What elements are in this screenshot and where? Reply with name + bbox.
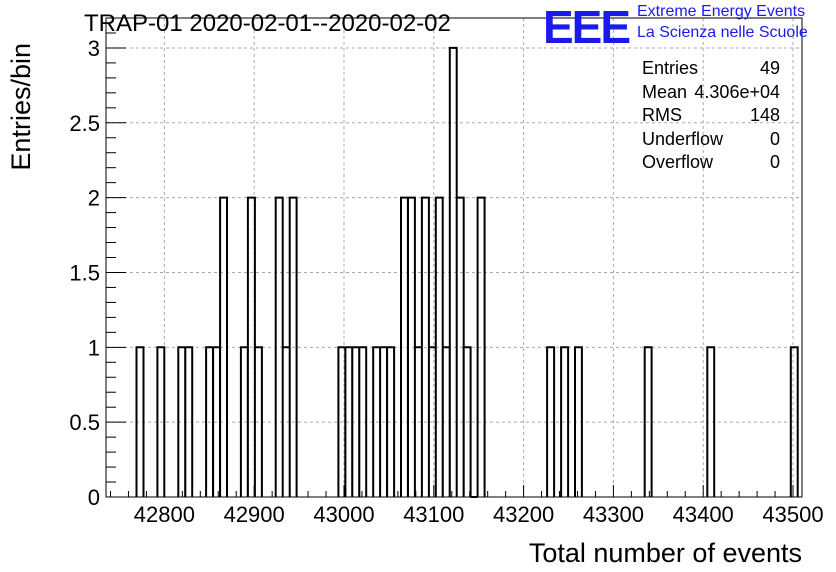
logo-subtitle-2: La Scienza nelle Scuole [637, 24, 808, 41]
chart-title: TRAP-01 2020-02-01--2020-02-02 [84, 10, 451, 37]
stat-entries: Entries 49 [640, 58, 780, 82]
y-axis-label: Entries/bin [6, 43, 36, 171]
stats-box: Entries 49 Mean 4.306e+04 RMS 148 Underf… [640, 58, 780, 176]
stat-value: 49 [759, 58, 780, 78]
stat-rms: RMS 148 [640, 105, 780, 129]
x-tick-label: 43000 [313, 502, 374, 527]
tick-labels: 42800 42900 43000 43100 43200 43300 43400 43500… [69, 36, 823, 527]
stat-value: 148 [749, 105, 780, 125]
x-tick-label: 43100 [403, 502, 464, 527]
logo-subtitle-1: Extreme Energy Events [637, 3, 806, 20]
histogram-bars [135, 46, 799, 498]
eee-logo: EEE [543, 1, 631, 53]
histogram-outline [135, 46, 799, 498]
x-axis-label: Total number of events [529, 538, 802, 568]
x-tick-label: 42800 [134, 502, 195, 527]
stat-overflow: Overflow 0 [640, 152, 780, 176]
x-tick-label: 42900 [224, 502, 285, 527]
y-tick-label: 0 [88, 485, 100, 510]
stat-value: 0 [769, 128, 780, 149]
stat-label: Underflow [642, 128, 724, 149]
stat-value: 4.306e+04 [694, 81, 780, 102]
y-tick-label: 2 [88, 186, 100, 211]
y-tick-label: 1.5 [69, 260, 100, 285]
x-tick-label: 43400 [673, 502, 734, 527]
stat-label: Overflow [642, 152, 714, 172]
y-tick-label: 0.5 [69, 410, 100, 435]
y-tick-label: 1 [88, 335, 100, 360]
grid-lines [106, 18, 802, 497]
stat-label: RMS [642, 105, 682, 125]
stat-value: 0 [769, 152, 780, 172]
stat-label: Mean [642, 81, 688, 102]
stat-underflow: Underflow 0 [640, 129, 780, 153]
y-tick-label: 3 [88, 36, 100, 61]
x-tick-label: 43500 [762, 502, 823, 527]
stat-label: Entries [642, 58, 699, 78]
axis-ticks [106, 32, 794, 498]
stat-mean: Mean 4.306e+04 [640, 82, 780, 106]
x-tick-label: 43300 [583, 502, 644, 527]
y-tick-label: 2.5 [69, 111, 100, 136]
x-tick-label: 43200 [493, 502, 554, 527]
